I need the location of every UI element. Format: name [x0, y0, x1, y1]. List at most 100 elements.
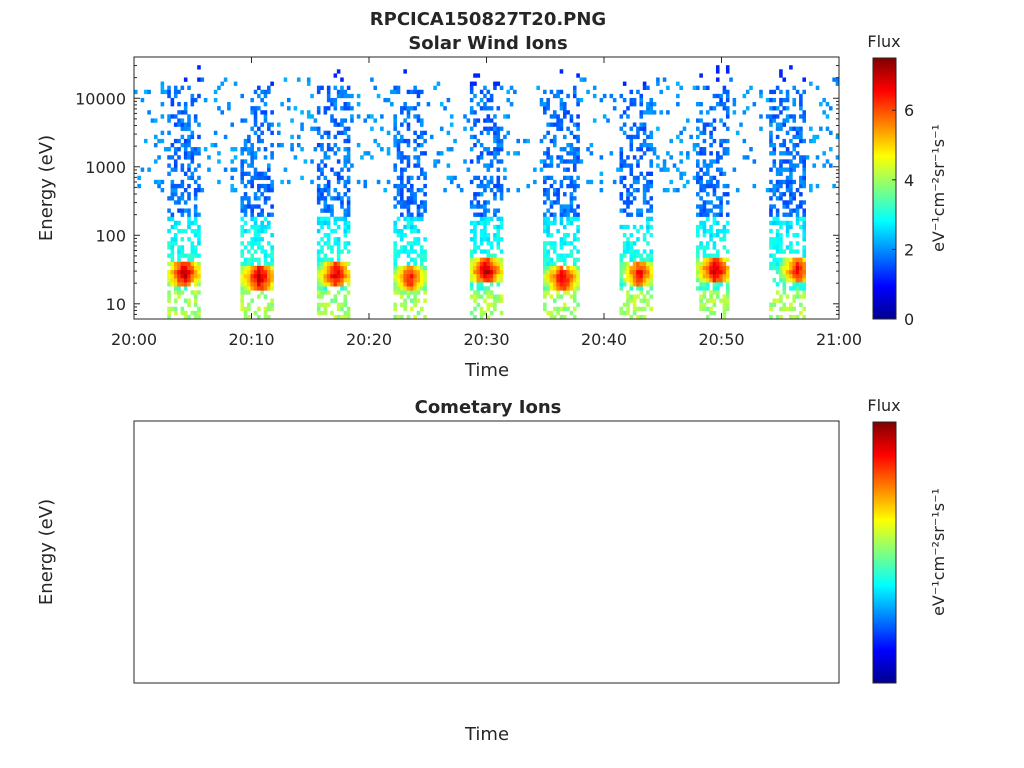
heatmap-cell — [785, 306, 790, 312]
heatmap-cell — [270, 130, 274, 136]
heatmap-cell — [157, 179, 161, 185]
heatmap-cell — [785, 167, 790, 172]
heatmap-cell — [267, 89, 271, 95]
heatmap-cell — [562, 212, 567, 217]
heatmap-cell — [795, 130, 800, 136]
heatmap-cell — [333, 265, 338, 271]
heatmap-cell — [639, 122, 644, 127]
heatmap-cell — [476, 290, 481, 295]
heatmap-cell — [419, 212, 424, 217]
heatmap-cell — [429, 134, 434, 140]
heatmap-cell — [639, 278, 644, 283]
heatmap-cell — [792, 196, 797, 201]
heatmap-cell — [779, 241, 783, 246]
heatmap-cell — [167, 253, 171, 258]
heatmap-cell — [180, 261, 185, 267]
heatmap-cell — [709, 159, 713, 164]
heatmap-cell — [792, 192, 797, 197]
heatmap-cell — [406, 188, 411, 193]
heatmap-cell — [789, 65, 793, 70]
heatmap-cell — [253, 118, 258, 123]
heatmap-cell — [696, 212, 700, 217]
heatmap-cell — [576, 286, 580, 291]
heatmap-cell — [260, 192, 264, 197]
heatmap-cell — [260, 130, 264, 136]
heatmap-cell — [642, 273, 647, 279]
heatmap-cell — [267, 122, 271, 127]
heatmap-cell — [646, 261, 650, 267]
heatmap-cell — [240, 200, 244, 205]
heatmap-cell — [719, 269, 723, 275]
heatmap-cell — [696, 175, 700, 181]
heatmap-cell — [705, 253, 710, 258]
heatmap-cell — [619, 147, 624, 152]
heatmap-cell — [802, 286, 806, 291]
heatmap-cell — [835, 155, 840, 160]
heatmap-cell — [649, 208, 654, 213]
heatmap-cell — [333, 273, 338, 279]
heatmap-cell — [257, 241, 261, 246]
heatmap-cell — [257, 171, 261, 176]
heatmap-cell — [725, 306, 730, 312]
heatmap-cell — [187, 85, 191, 90]
heatmap-cell — [416, 269, 421, 275]
heatmap-cell — [499, 220, 504, 226]
heatmap-cell — [473, 196, 477, 201]
colorbar-title: Flux — [867, 32, 900, 51]
heatmap-cell — [183, 122, 188, 127]
heatmap-cell — [819, 102, 823, 107]
heatmap-cell — [370, 77, 374, 82]
heatmap-cell — [789, 163, 793, 168]
heatmap-cell — [290, 134, 294, 140]
heatmap-cell — [400, 167, 404, 172]
heatmap-cell — [642, 314, 647, 320]
heatmap-cell — [572, 188, 577, 193]
heatmap-cell — [413, 200, 417, 205]
heatmap-cell — [187, 265, 191, 271]
heatmap-cell — [569, 183, 574, 189]
heatmap-cell — [543, 110, 547, 115]
heatmap-cell — [346, 278, 351, 283]
heatmap-cell — [406, 286, 411, 291]
heatmap-cell — [775, 126, 780, 131]
heatmap-cell — [789, 212, 793, 217]
heatmap-cell — [722, 171, 727, 176]
heatmap-cell — [250, 106, 254, 111]
heatmap-cell — [636, 314, 640, 320]
heatmap-cell — [253, 155, 258, 160]
heatmap-cell — [393, 89, 397, 95]
heatmap-cell — [260, 249, 264, 254]
heatmap-cell — [240, 151, 244, 156]
heatmap-cell — [686, 151, 690, 156]
heatmap-cell — [173, 278, 178, 283]
heatmap-cell — [779, 265, 783, 271]
heatmap-cell — [646, 183, 650, 189]
heatmap-cell — [649, 171, 654, 176]
heatmap-cell — [799, 286, 803, 291]
heatmap-cell — [400, 171, 404, 176]
heatmap-cell — [659, 89, 663, 95]
heatmap-cell — [772, 302, 777, 307]
heatmap-cell — [626, 298, 630, 303]
heatmap-cell — [403, 273, 407, 279]
heatmap-cell — [263, 306, 268, 312]
heatmap-cell — [699, 183, 703, 189]
heatmap-cell — [702, 286, 707, 291]
heatmap-cell — [619, 159, 624, 164]
heatmap-cell — [642, 265, 647, 271]
heatmap-cell — [479, 233, 484, 238]
heatmap-cell — [469, 159, 474, 164]
heatmap-cell — [250, 241, 254, 246]
heatmap-cell — [473, 298, 477, 303]
heatmap-cell — [336, 93, 341, 99]
heatmap-cell — [622, 282, 627, 287]
heatmap-cell — [370, 155, 374, 160]
heatmap-cell — [326, 245, 331, 250]
heatmap-cell — [782, 97, 787, 103]
heatmap-cell — [619, 224, 624, 230]
heatmap-cell — [293, 155, 298, 160]
heatmap-cell — [320, 294, 324, 299]
heatmap-cell — [346, 175, 351, 181]
heatmap-cell — [393, 249, 397, 254]
